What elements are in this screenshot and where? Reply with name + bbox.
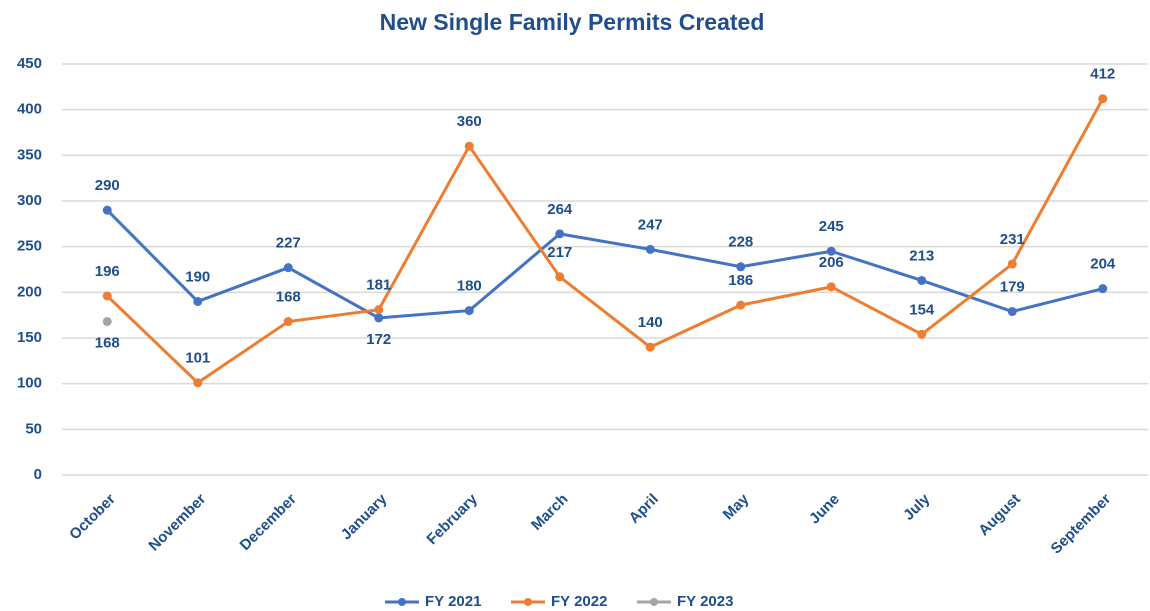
point (374, 313, 384, 323)
legend-label: FY 2022 (551, 593, 607, 610)
data-label: 186 (728, 272, 753, 289)
point (645, 244, 655, 254)
point (464, 141, 474, 151)
x-tick-label: September (1048, 491, 1115, 558)
data-label: 179 (1000, 278, 1025, 295)
x-tick-label: January (338, 490, 391, 543)
y-tick-label: 150 (17, 329, 42, 346)
y-tick-label: 350 (17, 146, 42, 163)
point (102, 291, 112, 301)
legend-label: FY 2023 (677, 593, 733, 610)
y-tick-label: 100 (17, 375, 42, 392)
point (917, 275, 927, 285)
data-label: 228 (728, 234, 753, 251)
point (736, 300, 746, 310)
legend-label: FY 2021 (425, 593, 481, 610)
data-label: 231 (1000, 231, 1025, 248)
point (826, 246, 836, 256)
legend-marker (398, 598, 406, 606)
point (283, 263, 293, 273)
data-label: 196 (95, 263, 120, 280)
data-label: 290 (95, 177, 120, 194)
data-label: 154 (909, 301, 935, 318)
data-label: 168 (95, 335, 120, 352)
point (736, 262, 746, 272)
point (193, 296, 203, 306)
data-label: 206 (819, 254, 844, 271)
data-label: 181 (366, 277, 391, 294)
x-tick-label: April (626, 491, 662, 527)
series-line (106, 209, 1104, 320)
y-tick-label: 250 (17, 238, 42, 255)
point (193, 378, 203, 388)
series-line (106, 97, 1105, 385)
point (102, 205, 112, 215)
data-label: 247 (638, 216, 663, 233)
y-tick-label: 450 (17, 55, 42, 72)
legend: FY 2021 FY 2022 FY 2023 (385, 593, 733, 610)
y-tick-label: 200 (17, 283, 42, 300)
data-label: 190 (185, 268, 210, 285)
point (374, 305, 384, 315)
point (283, 317, 293, 327)
data-label: 101 (185, 350, 210, 367)
x-tick-label: July (900, 490, 934, 524)
data-label: 213 (909, 247, 934, 264)
point (1098, 94, 1108, 104)
y-tick-label: 400 (17, 101, 42, 118)
point (645, 342, 655, 352)
point (826, 282, 836, 292)
data-label: 204 (1090, 256, 1116, 273)
y-tick-label: 300 (17, 192, 42, 209)
data-label: 412 (1090, 66, 1115, 83)
point (917, 329, 927, 339)
point (464, 306, 474, 316)
x-tick-label: March (528, 491, 571, 534)
x-tick-label: October (66, 491, 119, 544)
legend-marker (650, 598, 658, 606)
data-label: 180 (457, 278, 482, 295)
data-label: 227 (276, 235, 301, 252)
y-tick-label: 0 (34, 466, 42, 483)
data-label: 140 (638, 314, 663, 331)
x-tick-label: December (237, 491, 300, 554)
legend-marker (524, 598, 532, 606)
point (555, 229, 565, 239)
point (1007, 259, 1017, 269)
y-tick-label: 50 (25, 420, 42, 437)
x-tick-label: November (145, 490, 209, 554)
x-tick-label: August (975, 491, 1024, 540)
chart-title: New Single Family Permits Created (380, 9, 765, 35)
point (102, 317, 112, 327)
x-tick-label: February (423, 490, 481, 548)
data-label: 245 (819, 218, 844, 235)
point (1098, 284, 1108, 294)
point (1007, 307, 1017, 317)
data-label: 264 (547, 201, 573, 218)
data-label: 360 (457, 113, 482, 130)
x-tick-label: May (720, 490, 753, 523)
data-label: 168 (276, 289, 301, 306)
data-label: 172 (366, 331, 391, 348)
point (555, 272, 565, 282)
data-label: 217 (547, 244, 572, 261)
x-tick-label: June (806, 491, 843, 528)
